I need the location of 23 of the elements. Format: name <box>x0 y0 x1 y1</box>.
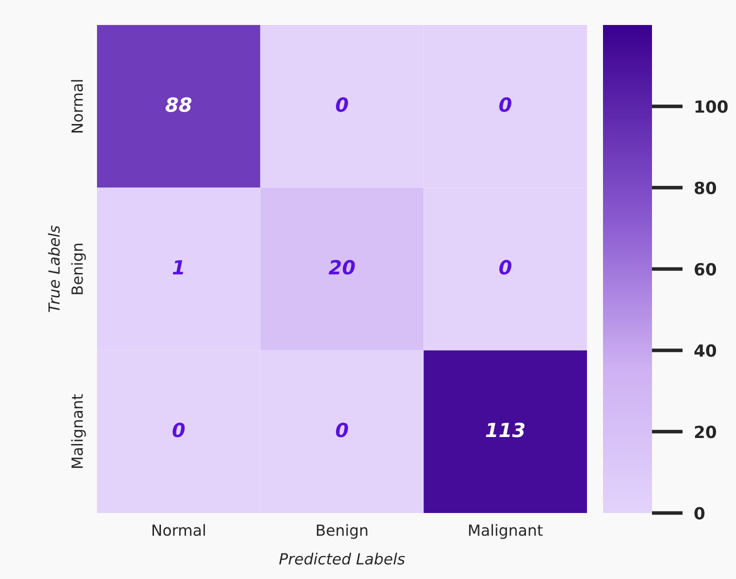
color-bar-label: 60 <box>694 262 716 276</box>
color-bar-label: 20 <box>694 426 716 438</box>
data-label: 1 <box>172 260 184 274</box>
y-tick-label: Benign <box>71 244 86 294</box>
color-bar-label: 80 <box>694 182 716 194</box>
x-tick-label: Normal <box>152 524 205 536</box>
color-bar-label: 100 <box>696 100 728 113</box>
data-label: 0 <box>499 97 512 112</box>
x-tick-label: Benign <box>316 524 368 539</box>
y-tick-label: Normal <box>71 80 83 132</box>
x-axis-title: Predicted Labels <box>279 552 405 565</box>
data-label: 0 <box>336 97 348 112</box>
data-label: 0 <box>336 422 348 438</box>
x-tick-label: Malignant <box>469 524 543 539</box>
data-label: 20 <box>328 260 355 275</box>
y-tick-label: Malignant <box>71 394 86 468</box>
data-label: 113 <box>486 422 524 438</box>
color-bar-label: 0 <box>694 506 704 520</box>
color-bar-label: 40 <box>694 344 716 357</box>
data-label: 0 <box>172 422 185 438</box>
data-label: 88 <box>166 97 192 112</box>
y-axis-title: True Labels <box>48 226 60 312</box>
data-label: 0 <box>499 260 512 275</box>
